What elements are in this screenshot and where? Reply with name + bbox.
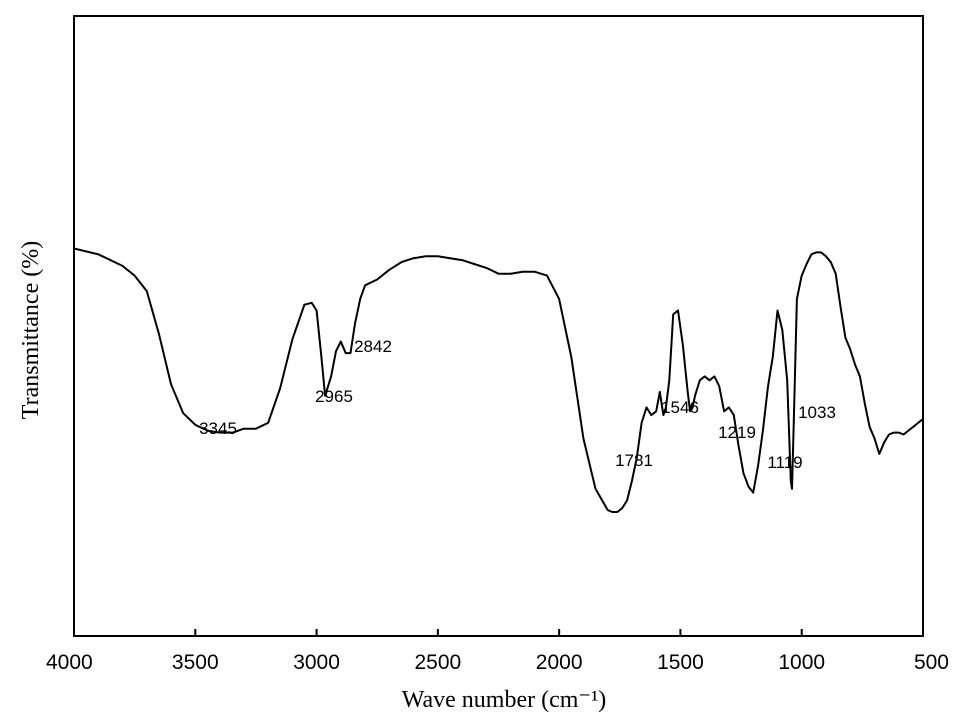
peak-label-1546: 1546: [661, 398, 699, 417]
peak-label-1781: 1781: [615, 451, 653, 470]
x-tick-label-1500: 1500: [657, 651, 704, 674]
x-tick-label-2000: 2000: [536, 651, 583, 674]
x-tick-label-500: 500: [914, 651, 949, 674]
peak-label-2842: 2842: [354, 337, 392, 356]
x-tick-label-4000: 4000: [46, 651, 93, 674]
peak-label-1033: 1033: [798, 403, 836, 422]
x-axis-tick-labels: 4000 3500 3000 2500 2000 1500 1000 500: [46, 651, 949, 674]
peak-label-2965: 2965: [315, 387, 353, 406]
x-tick-label-3500: 3500: [172, 651, 219, 674]
x-tick-label-3000: 3000: [293, 651, 340, 674]
peak-label-1219: 1219: [718, 423, 756, 442]
x-axis-title: Wave number (cm⁻¹): [402, 687, 607, 713]
x-tick-label-2500: 2500: [414, 651, 461, 674]
y-axis-title: Transmittance (%): [18, 241, 44, 419]
x-tick-label-1000: 1000: [778, 651, 825, 674]
spectrum-line: [73, 247, 924, 513]
plot-frame: [73, 15, 924, 637]
x-axis-ticks: [73, 629, 924, 636]
peak-label-1119: 1119: [767, 453, 802, 472]
peak-label-3345: 3345: [199, 419, 237, 438]
peak-annotations: 3345 2965 2842 1781 1546 1219 1119 1033: [199, 337, 836, 472]
